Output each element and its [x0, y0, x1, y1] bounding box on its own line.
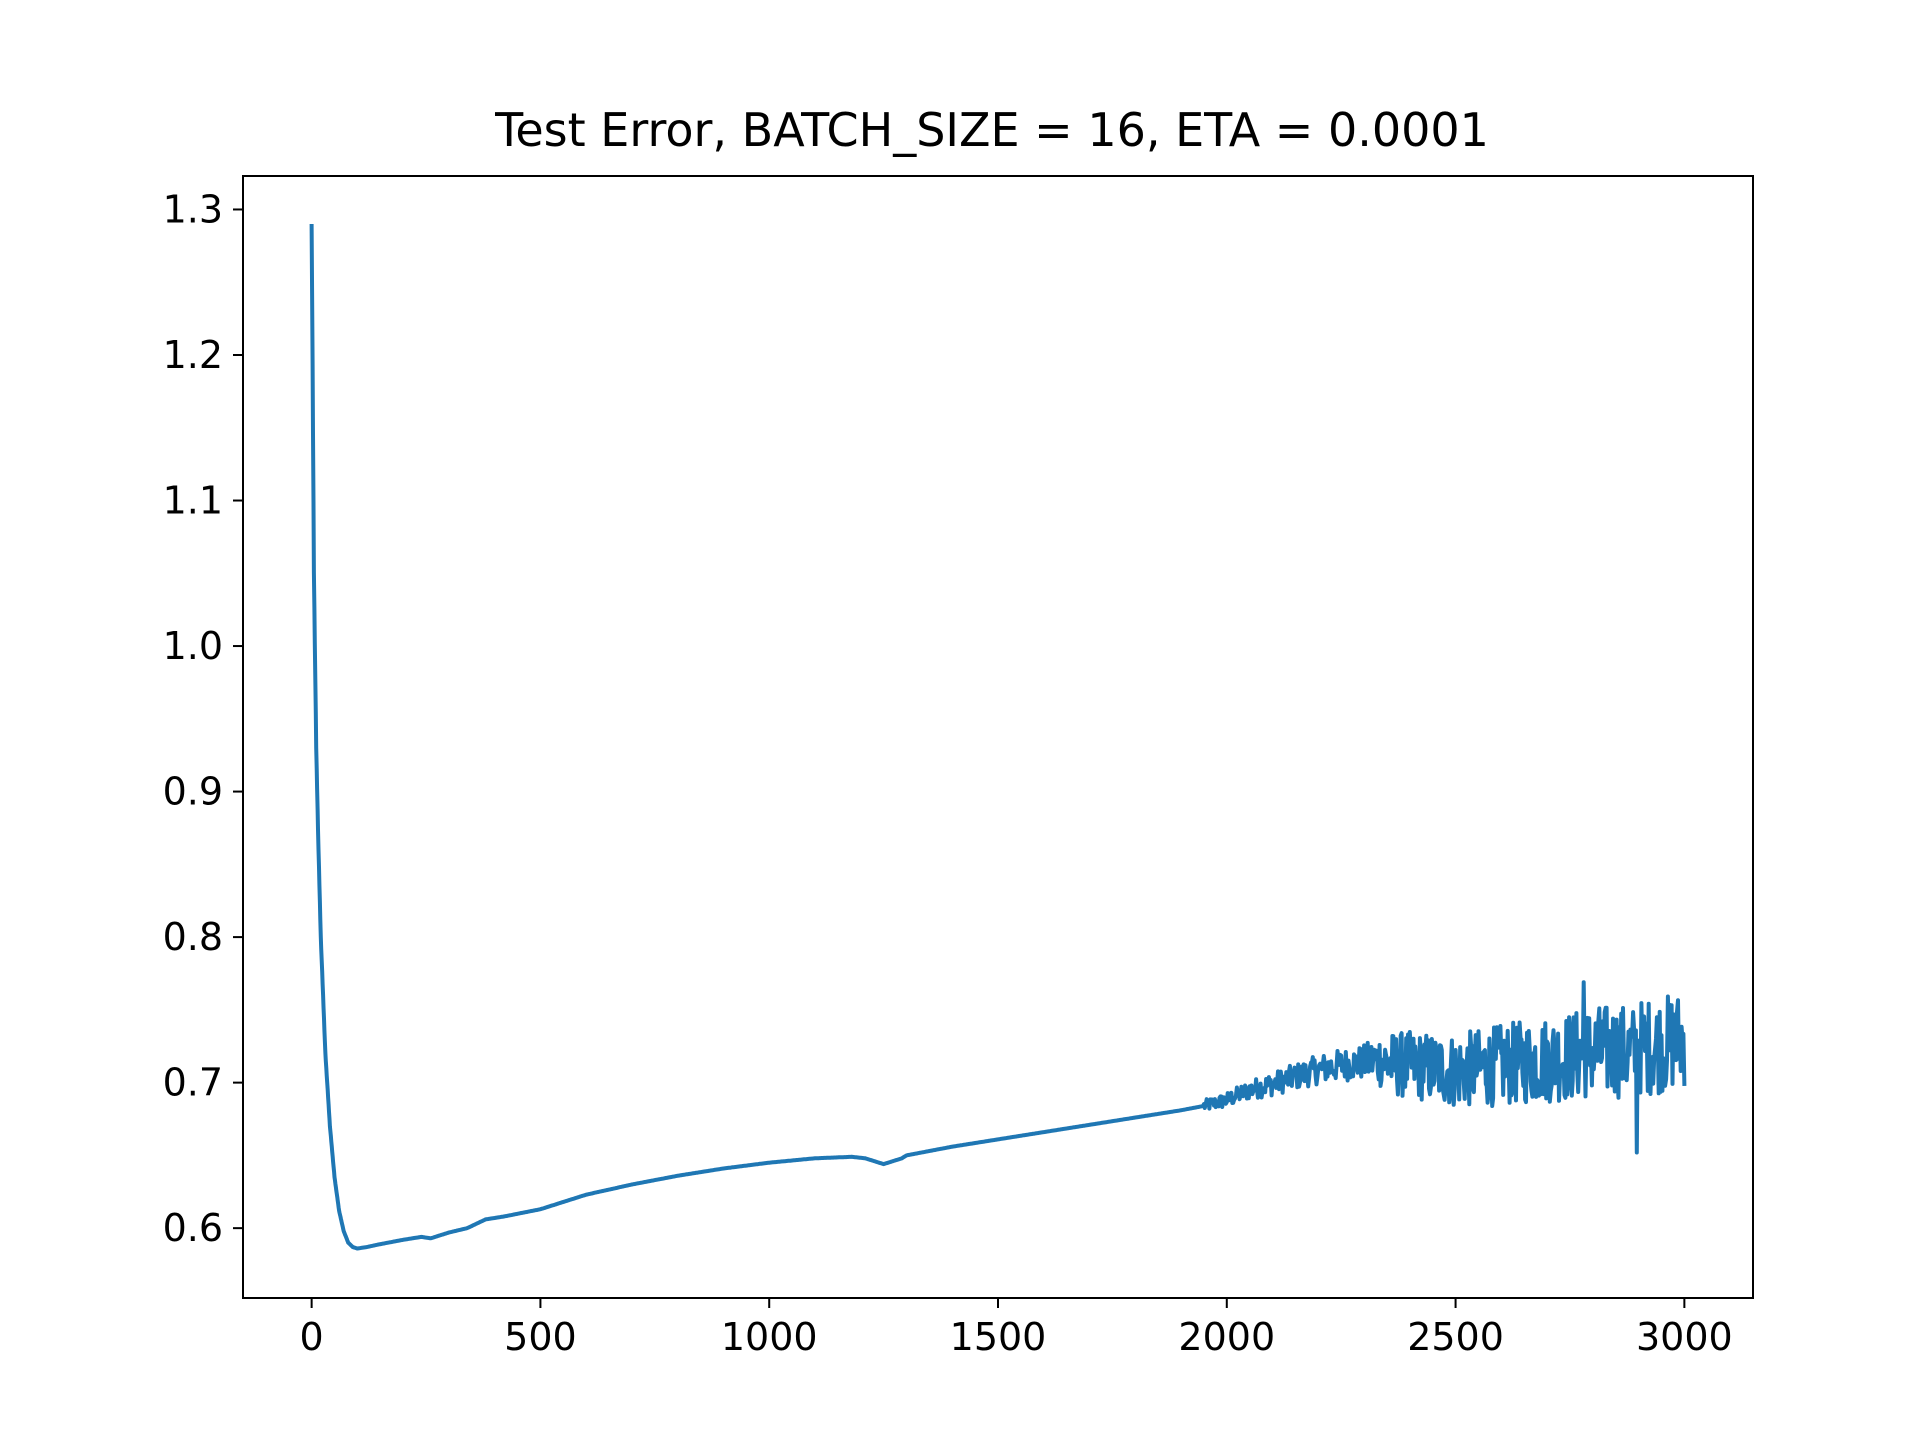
plot-area: [309, 223, 1687, 1251]
y-tick-label: 1.1: [163, 479, 223, 523]
y-tick-label: 0.9: [163, 770, 223, 814]
y-tick-label: 1.2: [163, 333, 223, 377]
x-tick-label: 1500: [950, 1315, 1047, 1359]
x-tick-label: 2500: [1407, 1315, 1504, 1359]
x-tick-label: 2000: [1178, 1315, 1275, 1359]
x-tick-label: 3000: [1636, 1315, 1733, 1359]
y-tick-label: 0.7: [163, 1061, 223, 1105]
y-tick-label: 1.0: [163, 624, 223, 668]
y-tick-label: 0.6: [163, 1206, 223, 1250]
x-tick-label: 1000: [721, 1315, 818, 1359]
axes: 0 500 1000 1500 2000 2500 3000 0.6 0.7 0.8 0.9 1.0 1…: [163, 175, 1754, 1359]
x-tick-label: 0: [300, 1315, 324, 1359]
chart-title: Test Error, BATCH_SIZE = 16, ETA = 0.000…: [494, 103, 1489, 157]
y-tick-label: 1.3: [163, 187, 223, 231]
series-line: [309, 223, 1687, 1251]
x-tick-label: 500: [504, 1315, 577, 1359]
y-tick-label: 0.8: [163, 915, 223, 959]
